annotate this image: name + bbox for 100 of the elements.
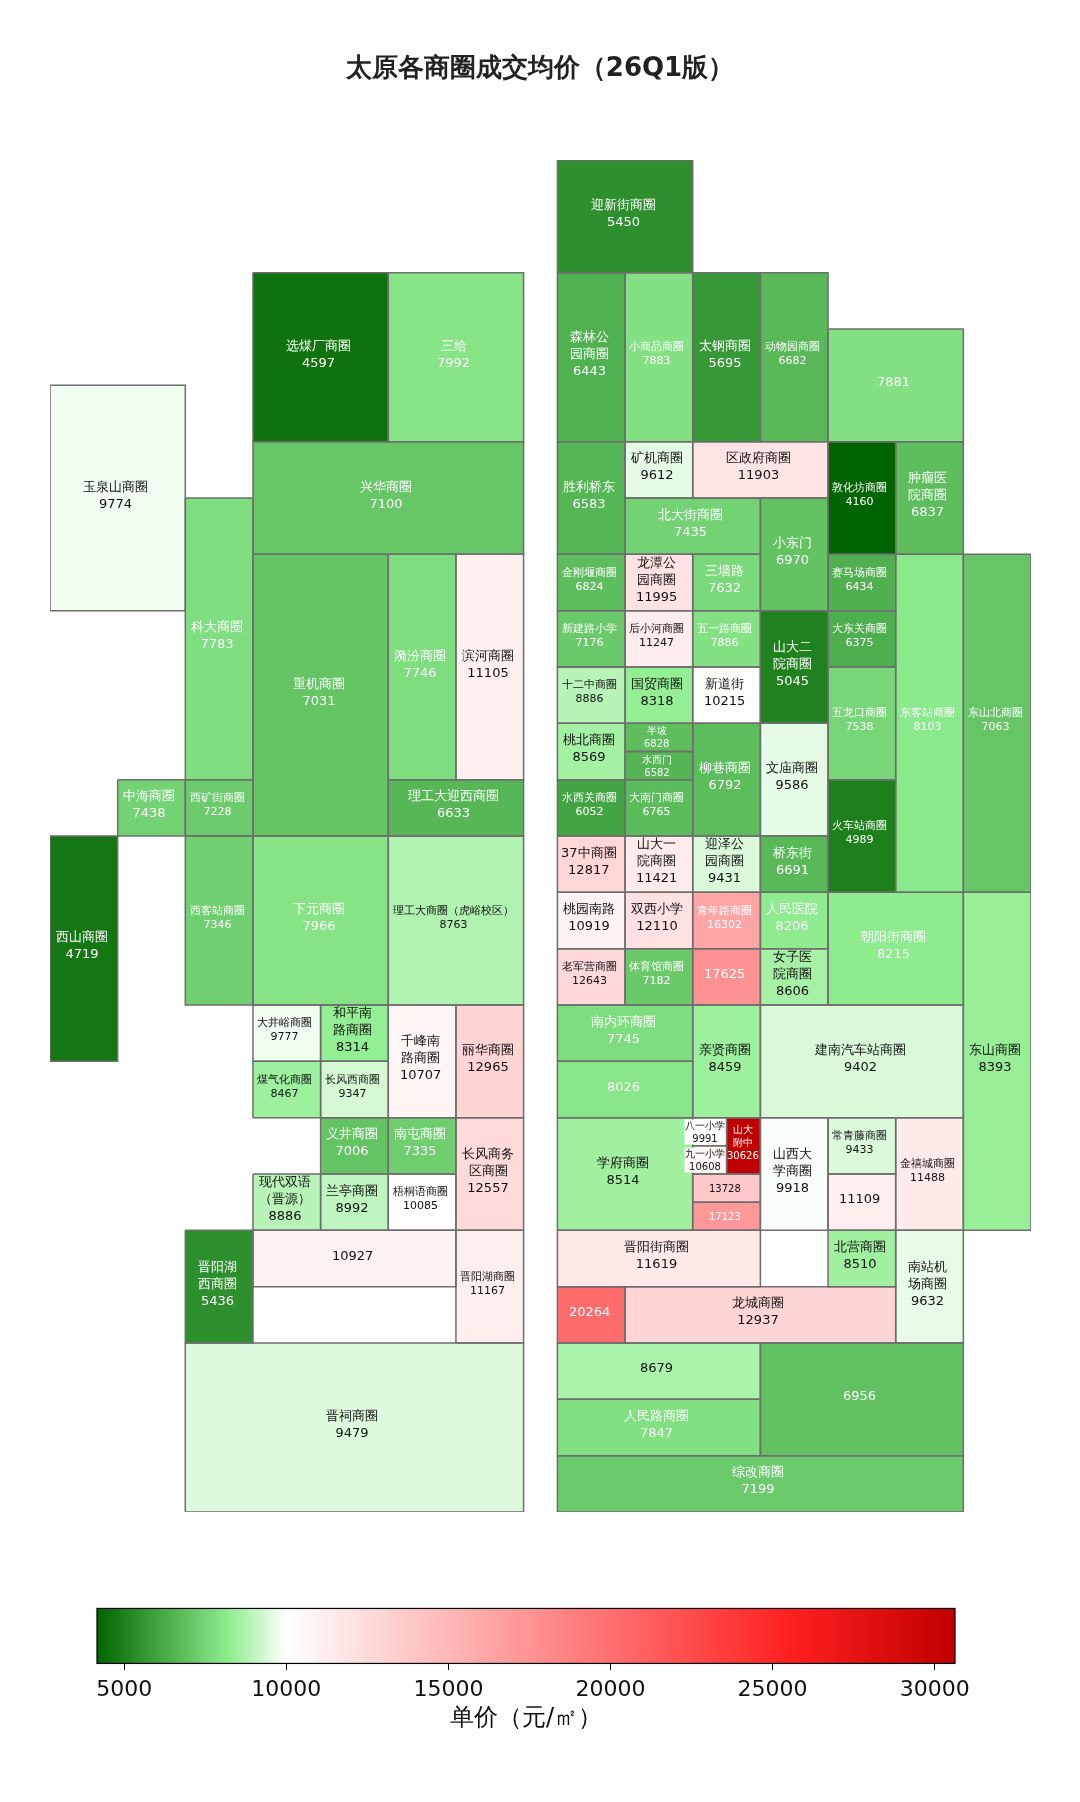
data-label: 新道街 10215 <box>704 676 746 708</box>
data-label: 17123 <box>709 1211 741 1222</box>
chart-title: 太原各商圈成交均价（26Q1版） <box>344 52 735 83</box>
data-label: 漪汾商圈 7746 <box>394 648 446 680</box>
data-label: 6956 <box>843 1388 877 1403</box>
data-label: 朝阳街商圈 8215 <box>861 929 926 961</box>
data-label: 北营商圈 8510 <box>834 1239 886 1271</box>
data-label: 矿机商圈 9612 <box>630 450 683 482</box>
data-label: 常青藤商圈 9433 <box>832 1129 887 1157</box>
data-label: 南站机场商圈 9632 <box>907 1259 947 1308</box>
data-label: 迎新街商圈 5450 <box>591 197 656 229</box>
data-label: 综改商圈 7199 <box>732 1464 784 1496</box>
data-label: 青年路商圈 16302 <box>697 904 752 932</box>
data-label: 文庙商圈 9586 <box>766 760 818 792</box>
data-label: 西矿街商圈 7228 <box>190 791 245 819</box>
data-label: 半坡 6828 <box>644 725 670 749</box>
data-label: 理工大迎西商圈 6633 <box>408 788 499 820</box>
data-label: 晋阳湖商圈 11167 <box>460 1270 515 1298</box>
data-label: 山大一院商圈 11421 <box>636 836 678 885</box>
data-label: 选煤厂商圈 4597 <box>286 338 351 370</box>
data-label: 东山商圈 8393 <box>969 1042 1021 1074</box>
data-label: 三墙路 7632 <box>705 563 744 595</box>
data-label: 兴华商圈 7100 <box>360 479 412 511</box>
data-label: 丽华商圈 12965 <box>462 1042 514 1074</box>
data-label: 桃北商圈 8569 <box>563 732 615 764</box>
data-label: 小东门 6970 <box>773 535 812 567</box>
color-bar-label: 25000 <box>737 1675 808 1701</box>
data-label: 10927 <box>332 1248 374 1263</box>
data-label: 兰亭商圈 8992 <box>326 1183 378 1215</box>
data-label: 南屯商圈 7335 <box>394 1126 446 1158</box>
data-label: 金禧城商圈 11488 <box>900 1157 955 1185</box>
data-label: 亲贤商圈 8459 <box>699 1042 751 1074</box>
data-label: 区政府商圈 11903 <box>726 450 791 482</box>
data-label: 北大街商圈 7435 <box>658 507 723 539</box>
data-label: 九一小学 10608 <box>685 1148 725 1172</box>
data-label: 大井峪商圈 9777 <box>257 1016 312 1044</box>
data-label: 肿瘤医院商圈 6837 <box>908 470 947 519</box>
data-label: 八一小学 9991 <box>685 1120 725 1144</box>
color-bar-label: 10000 <box>251 1675 322 1701</box>
data-label: 老军营商圈 12643 <box>562 960 617 988</box>
data-label: 火车站商圈 4989 <box>832 819 887 847</box>
data-label: 长风西商圈 9347 <box>325 1073 380 1101</box>
color-bar-label: 5000 <box>96 1675 153 1701</box>
data-label: 山大附中 30626 <box>727 1124 759 1161</box>
color-bar-label: 20000 <box>575 1675 646 1701</box>
data-label: 8679 <box>640 1360 674 1375</box>
data-label: 20264 <box>569 1304 611 1319</box>
data-label: 和平南路商圈 8314 <box>333 1005 372 1054</box>
data-label: 胜利桥东 6583 <box>563 479 615 511</box>
data-label: 迎泽公园商圈 9431 <box>705 836 744 885</box>
data-label: 赛马场商圈 6434 <box>832 566 887 594</box>
data-label: 五一路商圈 7886 <box>697 622 752 650</box>
data-label: 中海商圈 7438 <box>123 788 175 820</box>
data-label: 长风商务区商圈 12557 <box>462 1146 514 1195</box>
data-label: 桃园南路 10919 <box>563 901 615 933</box>
data-label: 玉泉山商圈 9774 <box>83 479 148 511</box>
data-label: 动物园商圈 6682 <box>765 340 820 368</box>
data-label: 森林公园商圈 6443 <box>570 329 609 378</box>
data-label: 山大二院商圈 5045 <box>773 639 812 688</box>
data-label: 7881 <box>877 374 911 389</box>
data-label: 金刚堰商圈 6824 <box>562 566 617 594</box>
data-label: 煤气化商圈 8467 <box>257 1073 312 1101</box>
data-label: 重机商圈 7031 <box>293 676 345 708</box>
data-label: 37中商圈 12817 <box>561 845 617 877</box>
data-label: 十二中商圈 8886 <box>562 678 617 706</box>
data-label: 三给 7992 <box>437 338 471 370</box>
data-label: 柳巷商圈 6792 <box>699 760 751 792</box>
data-label: 8026 <box>607 1079 641 1094</box>
data-label: 西客站商圈 7346 <box>190 904 245 932</box>
data-label: 17625 <box>704 966 746 981</box>
data-label: 下元商圈 7966 <box>293 901 345 933</box>
color-bar-label: 30000 <box>899 1675 970 1701</box>
data-label: 现代双语（晋源） 8886 <box>259 1174 311 1223</box>
data-label: 敦化坊商圈 4160 <box>832 481 887 509</box>
data-label: 晋阳街商圈 11619 <box>624 1239 689 1271</box>
data-label: 大南门商圈 6765 <box>629 791 684 819</box>
data-label: 梧桐语商圈 10085 <box>392 1185 448 1213</box>
data-label: 水西门 6582 <box>642 754 672 778</box>
data-label: 13728 <box>709 1183 741 1194</box>
data-label: 小商品商圈 7883 <box>629 340 684 368</box>
data-label: 晋祠商圈 9479 <box>326 1408 378 1440</box>
data-label: 千峰南路商圈 10707 <box>400 1033 442 1082</box>
data-label: 建南汽车站商圈 9402 <box>814 1042 906 1074</box>
data-label: 东山北商圈 7063 <box>968 706 1023 734</box>
data-label: 学府商圈 8514 <box>597 1155 649 1187</box>
data-label: 人民路商圈 7847 <box>624 1408 689 1440</box>
data-label: 太钢商圈 5695 <box>699 338 751 370</box>
data-label: 晋阳湖西商圈 5436 <box>198 1259 237 1308</box>
data-label: 人民医院 8206 <box>766 901 818 933</box>
data-label: 山西大学商圈 9918 <box>773 1146 812 1195</box>
data-label: 龙潭公园商圈 11995 <box>636 555 678 604</box>
data-label: 女子医院商圈 8606 <box>773 949 812 998</box>
data-label: 义井商圈 7006 <box>326 1126 378 1158</box>
color-bar-label: 15000 <box>413 1675 484 1701</box>
data-label: 大东关商圈 6375 <box>832 622 887 650</box>
data-label: 滨河商圈 11105 <box>462 648 514 680</box>
data-label: 南内环商圈 7745 <box>591 1014 656 1046</box>
data-label: 桥东街 6691 <box>772 845 812 877</box>
data-label: 国贸商圈 8318 <box>631 676 683 708</box>
data-label: 双西小学 12110 <box>631 901 683 933</box>
